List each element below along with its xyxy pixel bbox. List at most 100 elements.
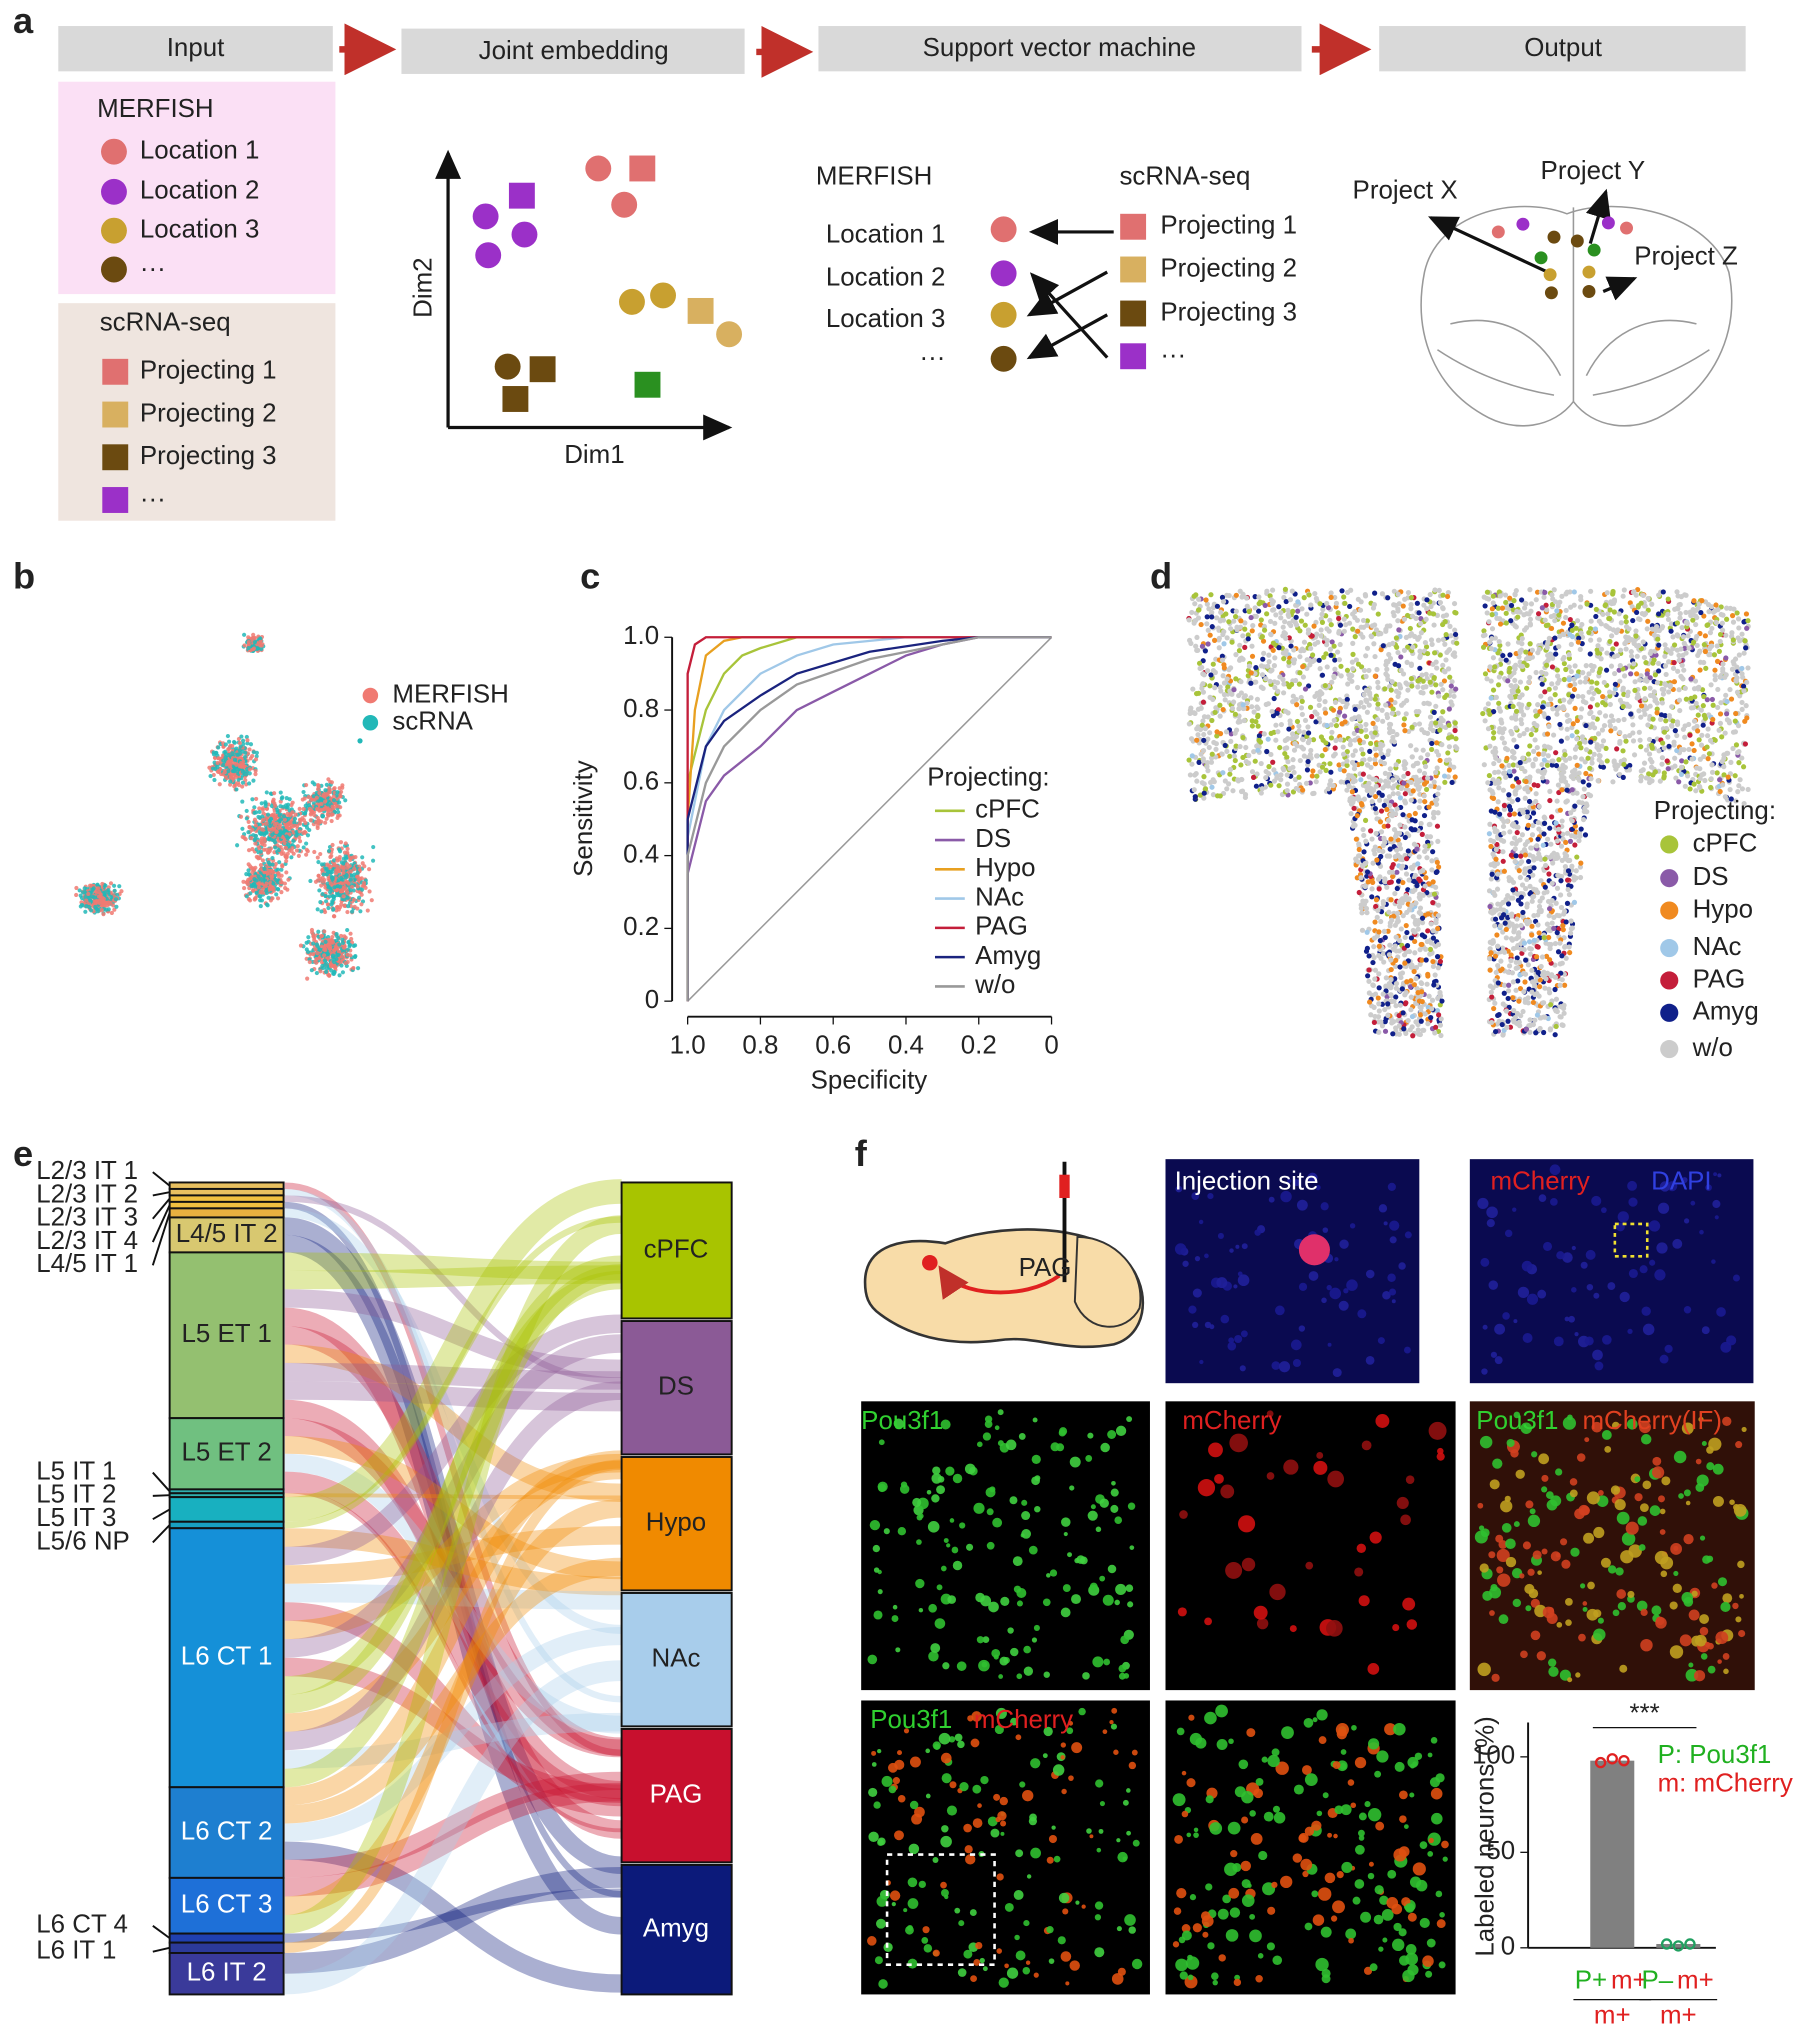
dot [1569, 693, 1576, 699]
dot [1188, 705, 1194, 711]
dot [1278, 721, 1284, 728]
dot [1645, 722, 1651, 728]
dot [237, 740, 242, 746]
dot [1620, 748, 1626, 754]
dot [1200, 699, 1207, 705]
dot [1305, 627, 1312, 633]
dot [1254, 696, 1261, 702]
dot [303, 803, 308, 808]
dot [337, 786, 342, 791]
dot [246, 848, 252, 853]
dot [1608, 728, 1614, 734]
dot [1223, 611, 1229, 617]
dot [337, 942, 342, 947]
dot [1296, 681, 1302, 687]
dot [1527, 587, 1533, 593]
dot [1206, 744, 1212, 751]
dot [238, 814, 244, 819]
dot [242, 764, 247, 769]
dot [330, 893, 335, 899]
dot [258, 639, 263, 644]
dot [316, 860, 321, 865]
dot [101, 912, 106, 917]
dot [1441, 773, 1448, 779]
dot [250, 883, 255, 888]
dot [1739, 706, 1745, 712]
dot [1395, 693, 1401, 700]
dot [1374, 666, 1380, 673]
dot [95, 909, 100, 914]
dot [86, 891, 91, 897]
dot [1727, 786, 1733, 793]
dot [1350, 640, 1356, 646]
dot [1557, 721, 1563, 728]
dot [329, 818, 334, 824]
dot [1656, 611, 1662, 617]
dot [1200, 756, 1206, 762]
dot [1561, 676, 1567, 683]
dot [1271, 607, 1277, 613]
dot [1561, 697, 1567, 703]
dot [1200, 747, 1207, 754]
dot [1237, 642, 1243, 648]
dot [1224, 786, 1230, 792]
dot [360, 855, 365, 860]
dot [1302, 717, 1309, 723]
dot [1291, 747, 1298, 753]
dot [244, 734, 249, 740]
dot [1199, 643, 1205, 649]
dot [1681, 640, 1687, 646]
dot [1349, 716, 1355, 722]
dot [310, 809, 315, 814]
dot [316, 873, 321, 878]
dot [1395, 649, 1401, 656]
dot [1203, 597, 1209, 603]
dot [247, 771, 252, 776]
dot [322, 945, 327, 950]
dot [329, 780, 334, 785]
dot [1389, 710, 1395, 716]
dot [240, 784, 245, 789]
dot [1364, 762, 1371, 768]
dot [227, 739, 232, 744]
dot [1408, 743, 1414, 749]
dot [1221, 629, 1227, 635]
dot [326, 905, 331, 911]
dot [1453, 610, 1459, 616]
dot [340, 940, 345, 945]
dot [1358, 699, 1364, 706]
dot [1271, 778, 1277, 784]
dot [1307, 704, 1314, 710]
dot [1285, 607, 1291, 613]
dot [1599, 743, 1605, 749]
dot [270, 855, 275, 861]
dot [1202, 648, 1208, 654]
dot [250, 870, 255, 875]
dot [1674, 732, 1680, 739]
dot [1401, 762, 1407, 768]
dot [232, 740, 237, 745]
dot [1254, 704, 1260, 710]
dot [1333, 600, 1340, 606]
dot [1446, 706, 1452, 712]
dot [1508, 602, 1515, 609]
dot [1324, 642, 1330, 648]
dot [1319, 619, 1326, 625]
dot [1354, 684, 1361, 691]
dot [95, 882, 100, 887]
dot [328, 962, 333, 967]
dot [266, 868, 271, 873]
dot [1383, 702, 1389, 708]
dot [1270, 587, 1276, 593]
dot [1380, 718, 1386, 724]
dot [298, 943, 304, 948]
dot [1266, 659, 1272, 665]
dot [1615, 717, 1622, 723]
dot [1190, 686, 1196, 692]
dot [1346, 672, 1352, 678]
dot [1307, 752, 1314, 758]
dot [254, 890, 259, 895]
dot [236, 782, 241, 788]
dot [1420, 747, 1426, 753]
dot [1310, 790, 1316, 797]
